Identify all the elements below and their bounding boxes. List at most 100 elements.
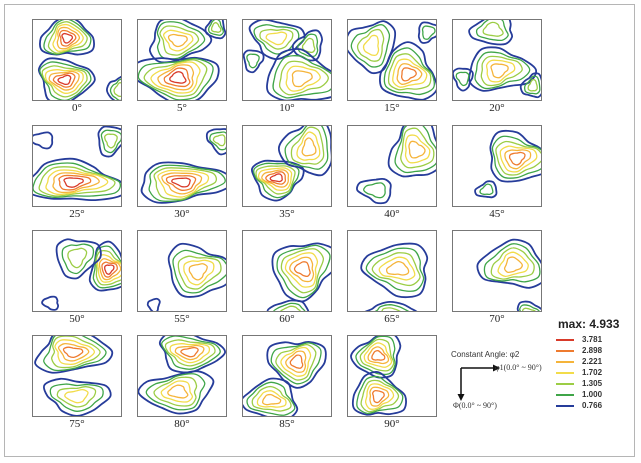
- contour-line: [519, 72, 541, 99]
- odf-section-panel: [347, 335, 437, 417]
- contour-line: [52, 72, 76, 88]
- contour-line: [55, 238, 102, 280]
- contour-line: [259, 28, 294, 50]
- contour-line: [95, 250, 121, 286]
- contour-line: [61, 32, 74, 44]
- contour-line: [261, 393, 282, 406]
- phi-arrow-icon: [457, 394, 465, 401]
- contour-line: [138, 57, 214, 100]
- contour-line: [162, 29, 194, 52]
- section-angle-label: 0°: [72, 102, 82, 114]
- odf-section-panel: [347, 230, 437, 312]
- contour-line: [284, 126, 329, 170]
- contour-plot: [266, 242, 331, 311]
- contour-line: [183, 259, 215, 286]
- contour-line: [265, 171, 287, 185]
- legend-value: 2.221: [582, 357, 603, 366]
- contour-line: [100, 129, 121, 154]
- contour-line: [374, 304, 410, 311]
- contour-line: [270, 342, 322, 385]
- legend-swatch: [556, 394, 574, 396]
- contour-line: [356, 375, 404, 415]
- orientation-axes: [457, 364, 500, 401]
- contour-line: [97, 126, 121, 158]
- contour-line: [157, 169, 210, 198]
- contour-line: [62, 346, 84, 359]
- contour-line: [188, 263, 208, 281]
- legend-value: 1.702: [582, 368, 603, 377]
- contour-line: [277, 126, 331, 177]
- section-angle-label: 55°: [174, 313, 190, 325]
- contour-line: [165, 175, 197, 191]
- legend-swatch: [556, 383, 574, 385]
- contour-line: [169, 71, 187, 84]
- contour-plot: [356, 126, 436, 205]
- contour-line: [360, 242, 429, 299]
- contour-line: [293, 261, 311, 278]
- contour-plot: [360, 242, 429, 311]
- legend-swatch: [556, 350, 574, 352]
- contour-line: [257, 167, 293, 191]
- contour-line: [387, 53, 432, 91]
- contour-line: [490, 247, 535, 280]
- contour-plot: [37, 20, 121, 100]
- contour-line: [143, 59, 208, 97]
- contour-line: [109, 78, 121, 100]
- contour-line: [503, 256, 523, 274]
- contour-line: [499, 145, 538, 173]
- contour-line: [34, 336, 114, 374]
- contour-line: [161, 336, 221, 370]
- contour-line: [524, 75, 541, 95]
- contour-line: [43, 336, 107, 372]
- contour-line: [381, 307, 401, 311]
- contour-line: [256, 390, 287, 408]
- contour-line: [150, 61, 201, 94]
- contour-line: [276, 244, 331, 299]
- contour-line: [156, 21, 206, 60]
- contour-line: [363, 342, 393, 368]
- contour-line: [278, 60, 329, 96]
- contour-plot: [348, 20, 436, 100]
- section-angle-label: 30°: [174, 208, 190, 220]
- odf-section-panel: [32, 19, 122, 101]
- contour-line: [476, 238, 541, 289]
- contour-line: [41, 65, 88, 98]
- contour-plot: [476, 238, 541, 311]
- odf-section-panel: [242, 335, 332, 417]
- contour-line: [96, 254, 121, 283]
- contour-line: [297, 33, 319, 58]
- contour-line: [508, 151, 526, 166]
- contour-line: [400, 127, 435, 169]
- odf-section-panel: [347, 125, 437, 207]
- odf-section-panel: [242, 230, 332, 312]
- section-angle-label: 60°: [279, 313, 295, 325]
- contour-line: [63, 177, 84, 188]
- section-angle-label: 70°: [489, 313, 505, 325]
- contour-line: [387, 126, 436, 178]
- contour-line: [64, 388, 89, 404]
- contour-line: [243, 377, 299, 416]
- contour-line: [290, 126, 325, 165]
- legend-value: 1.305: [582, 379, 603, 388]
- contour-line: [56, 26, 81, 50]
- contour-plot: [251, 126, 331, 202]
- contour-line: [289, 256, 315, 283]
- contour-line: [356, 28, 385, 62]
- contour-line: [363, 182, 386, 199]
- contour-line: [39, 20, 95, 56]
- legend-title: max: 4.933: [558, 317, 620, 331]
- contour-plot: [453, 20, 541, 99]
- contour-line: [177, 255, 222, 290]
- contour-line: [301, 137, 317, 157]
- section-angle-label: 45°: [489, 208, 505, 220]
- contour-line: [291, 70, 313, 88]
- phi1-arrow-icon: [493, 364, 500, 372]
- contour-plot: [243, 341, 327, 416]
- contour-line: [289, 354, 304, 369]
- contour-line: [180, 346, 199, 358]
- contour-line: [269, 173, 283, 183]
- contour-line: [205, 128, 226, 156]
- odf-section-panel: [137, 19, 227, 101]
- section-angle-label: 10°: [279, 102, 295, 114]
- contour-line: [174, 344, 205, 361]
